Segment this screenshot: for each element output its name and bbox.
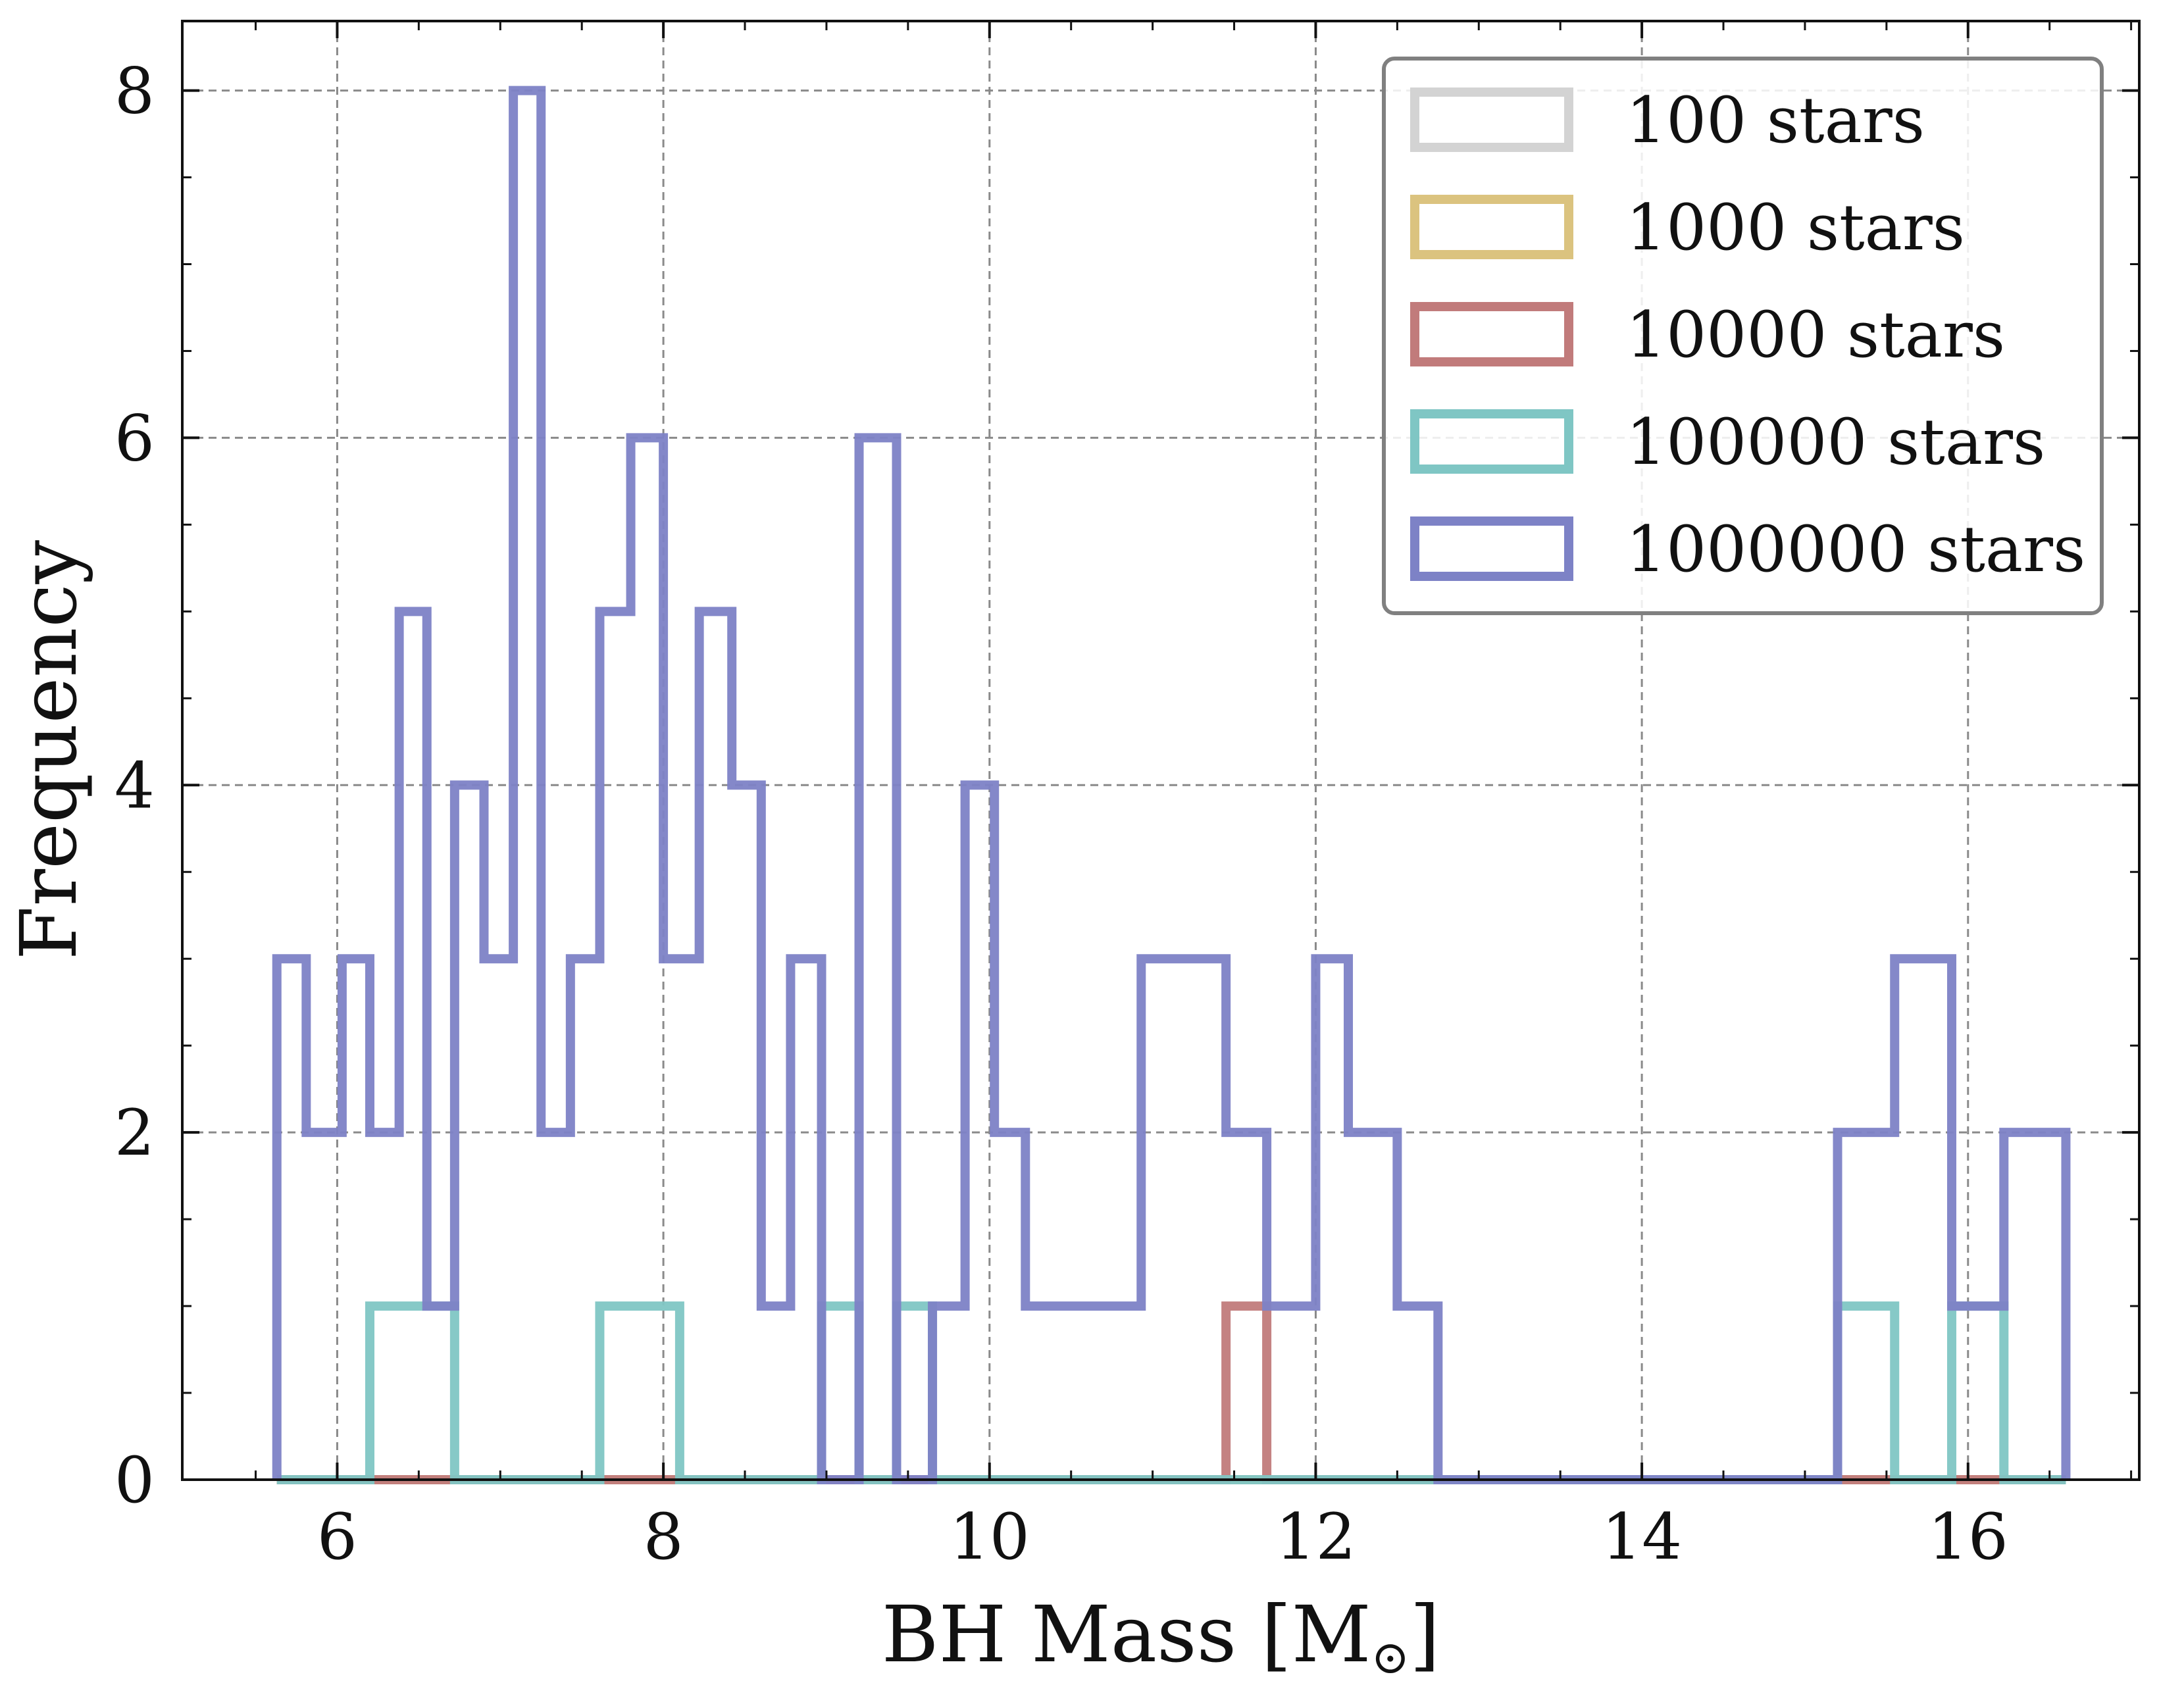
histogram-bin [932,1306,965,1480]
histogram-bin [2004,1132,2066,1480]
histogram-bin [631,438,664,1480]
histogram-bin [1397,1306,1438,1480]
histogram-bin [1025,1306,1141,1480]
legend-label: 10000 stars [1626,298,2005,372]
x-tick-label: 8 [644,1500,684,1574]
x-axis-title-sub: ⊙ [1371,1630,1410,1684]
y-tick-label: 0 [114,1444,155,1517]
axes [181,20,2141,1481]
x-tick-label: 12 [1275,1500,1356,1574]
ticks [182,21,2139,1481]
histogram-bin [1267,1306,1315,1480]
histogram-bin [790,959,821,1480]
legend-swatch [1410,409,1573,474]
histogram-bin [631,1306,664,1480]
legend-items: 100 stars 1000 stars 10000 stars 100000 sta… [1410,84,2085,586]
legend-label: 1000000 stars [1626,513,2085,586]
series-2 [276,1301,2066,1484]
legend-label: 100 stars [1626,84,1925,157]
legend-label: 100000 stars [1626,405,2045,479]
histogram-bin [1141,959,1226,1480]
x-tick-label: 6 [317,1500,357,1574]
legend-label: 1000 stars [1626,191,1965,264]
histogram-bin [761,1306,791,1480]
histogram-bin [1315,959,1348,1480]
legend-swatch [1410,516,1573,581]
histogram-outline [276,1301,2066,1484]
histogram-bin [399,1306,427,1480]
histogram-bin [994,1132,1025,1480]
histogram-bin [859,438,897,1480]
legend-swatch [1410,302,1573,366]
histogram-outline [276,1301,2066,1484]
y-axis-title: Frequency [3,540,94,961]
x-axis-title-main: BH Mass [M [882,1589,1371,1680]
legend-swatch [1410,195,1573,259]
x-axis-title: BH Mass [M⊙] [882,1589,1440,1684]
series-3 [276,1301,2066,1484]
histogram-bin [1894,959,1952,1480]
histogram-bin [897,1306,933,1480]
x-tick-label: 16 [1928,1500,2008,1574]
histogram-bin [1838,1306,1895,1480]
x-tick-label: 10 [950,1500,1030,1574]
plot-frame [181,20,2141,1481]
histogram-bin [822,1306,859,1480]
tick-labels: 6 8 10 12 14 16 0 2 4 6 8 [114,55,2008,1574]
histogram-bin [1952,1306,2004,1480]
histogram-bin [541,1132,571,1480]
x-axis-title-close: ] [1410,1589,1440,1680]
x-tick-label: 14 [1602,1500,1682,1574]
y-tick-label: 6 [114,401,155,475]
y-tick-label: 8 [114,55,155,128]
y-tick-label: 4 [114,749,155,822]
histogram-bin [1348,1132,1397,1480]
histogram-bin [599,611,630,1480]
histogram-bin [1226,1306,1267,1480]
y-tick-label: 2 [114,1096,155,1170]
legend: 100 stars 1000 stars 10000 stars 100000 sta… [1382,57,2104,615]
legend-swatch [1410,88,1573,152]
histogram-bin [599,1306,630,1480]
histogram-bin [1952,1306,2004,1480]
histogram-bin [484,959,513,1480]
histogram-bin [699,611,732,1480]
